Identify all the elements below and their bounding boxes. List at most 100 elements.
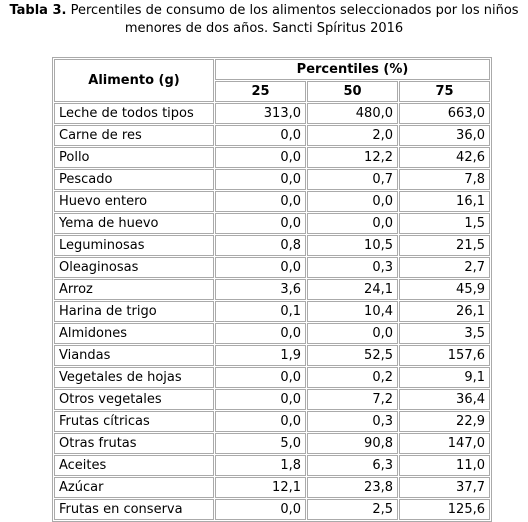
value-cell: 0,0 (307, 213, 398, 234)
food-cell: Frutas cítricas (54, 411, 214, 432)
value-cell: 0,0 (215, 147, 306, 168)
value-cell: 21,5 (399, 235, 490, 256)
value-cell: 5,0 (215, 433, 306, 454)
value-cell: 1,9 (215, 345, 306, 366)
value-cell: 0,0 (307, 323, 398, 344)
food-cell: Leguminosas (54, 235, 214, 256)
value-cell: 11,0 (399, 455, 490, 476)
header-percentile: 75 (399, 81, 490, 102)
food-cell: Huevo entero (54, 191, 214, 212)
value-cell: 24,1 (307, 279, 398, 300)
value-cell: 0,7 (307, 169, 398, 190)
value-cell: 0,0 (215, 213, 306, 234)
food-cell: Yema de huevo (54, 213, 214, 234)
food-cell: Leche de todos tipos (54, 103, 214, 124)
value-cell: 7,8 (399, 169, 490, 190)
table-row: Frutas cítricas 0,0 0,3 22,9 (54, 411, 490, 432)
value-cell: 10,4 (307, 301, 398, 322)
food-cell: Arroz (54, 279, 214, 300)
value-cell: 0,0 (215, 499, 306, 520)
value-cell: 37,7 (399, 477, 490, 498)
value-cell: 52,5 (307, 345, 398, 366)
value-cell: 3,6 (215, 279, 306, 300)
table-row: Aceites 1,8 6,3 11,0 (54, 455, 490, 476)
table-row: Viandas 1,9 52,5 157,6 (54, 345, 490, 366)
table-row: Oleaginosas 0,0 0,3 2,7 (54, 257, 490, 278)
value-cell: 0,2 (307, 367, 398, 388)
value-cell: 2,5 (307, 499, 398, 520)
value-cell: 10,5 (307, 235, 398, 256)
caption-text: Percentiles de consumo de los alimentos … (70, 3, 519, 36)
food-cell: Azúcar (54, 477, 214, 498)
table-row: Otras frutas 5,0 90,8 147,0 (54, 433, 490, 454)
value-cell: 0,3 (307, 257, 398, 278)
table-row: Arroz 3,6 24,1 45,9 (54, 279, 490, 300)
value-cell: 42,6 (399, 147, 490, 168)
table: Alimento (g) Percentiles (%) 25 50 75 Leche… (52, 57, 492, 522)
food-cell: Harina de trigo (54, 301, 214, 322)
food-cell: Pescado (54, 169, 214, 190)
header-percentile: 50 (307, 81, 398, 102)
table-row: Carne de res 0,0 2,0 36,0 (54, 125, 490, 146)
value-cell: 12,1 (215, 477, 306, 498)
value-cell: 125,6 (399, 499, 490, 520)
header-percentile: 25 (215, 81, 306, 102)
value-cell: 480,0 (307, 103, 398, 124)
header-food: Alimento (g) (54, 59, 214, 102)
table-row: Almidones 0,0 0,0 3,5 (54, 323, 490, 344)
value-cell: 0,0 (215, 389, 306, 410)
value-cell: 0,0 (215, 367, 306, 388)
table-row: Yema de huevo 0,0 0,0 1,5 (54, 213, 490, 234)
food-cell: Carne de res (54, 125, 214, 146)
value-cell: 6,3 (307, 455, 398, 476)
value-cell: 0,1 (215, 301, 306, 322)
food-cell: Aceites (54, 455, 214, 476)
food-cell: Pollo (54, 147, 214, 168)
value-cell: 90,8 (307, 433, 398, 454)
food-cell: Vegetales de hojas (54, 367, 214, 388)
caption-label: Tabla 3. (9, 3, 67, 18)
food-cell: Otras frutas (54, 433, 214, 454)
value-cell: 0,0 (215, 191, 306, 212)
table-row: Harina de trigo 0,1 10,4 26,1 (54, 301, 490, 322)
food-cell: Viandas (54, 345, 214, 366)
value-cell: 3,5 (399, 323, 490, 344)
table-row: Vegetales de hojas 0,0 0,2 9,1 (54, 367, 490, 388)
value-cell: 1,5 (399, 213, 490, 234)
table-row: Frutas en conserva 0,0 2,5 125,6 (54, 499, 490, 520)
caption: Tabla 3. Percentiles de consumo de los a… (8, 2, 520, 38)
food-cell: Oleaginosas (54, 257, 214, 278)
value-cell: 23,8 (307, 477, 398, 498)
value-cell: 147,0 (399, 433, 490, 454)
value-cell: 36,4 (399, 389, 490, 410)
value-cell: 7,2 (307, 389, 398, 410)
table-row: Otros vegetales 0,0 7,2 36,4 (54, 389, 490, 410)
value-cell: 0,0 (215, 411, 306, 432)
value-cell: 0,0 (215, 125, 306, 146)
value-cell: 0,8 (215, 235, 306, 256)
table-row: Pescado 0,0 0,7 7,8 (54, 169, 490, 190)
value-cell: 2,0 (307, 125, 398, 146)
value-cell: 157,6 (399, 345, 490, 366)
value-cell: 663,0 (399, 103, 490, 124)
value-cell: 0,3 (307, 411, 398, 432)
table-row: Leguminosas 0,8 10,5 21,5 (54, 235, 490, 256)
value-cell: 2,7 (399, 257, 490, 278)
value-cell: 1,8 (215, 455, 306, 476)
value-cell: 0,0 (215, 257, 306, 278)
food-cell: Otros vegetales (54, 389, 214, 410)
food-cell: Frutas en conserva (54, 499, 214, 520)
value-cell: 0,0 (215, 169, 306, 190)
table-row: Pollo 0,0 12,2 42,6 (54, 147, 490, 168)
value-cell: 22,9 (399, 411, 490, 432)
food-cell: Almidones (54, 323, 214, 344)
table-row: Azúcar 12,1 23,8 37,7 (54, 477, 490, 498)
table-row: Leche de todos tipos 313,0 480,0 663,0 (54, 103, 490, 124)
value-cell: 9,1 (399, 367, 490, 388)
value-cell: 313,0 (215, 103, 306, 124)
value-cell: 16,1 (399, 191, 490, 212)
value-cell: 26,1 (399, 301, 490, 322)
value-cell: 12,2 (307, 147, 398, 168)
value-cell: 0,0 (215, 323, 306, 344)
